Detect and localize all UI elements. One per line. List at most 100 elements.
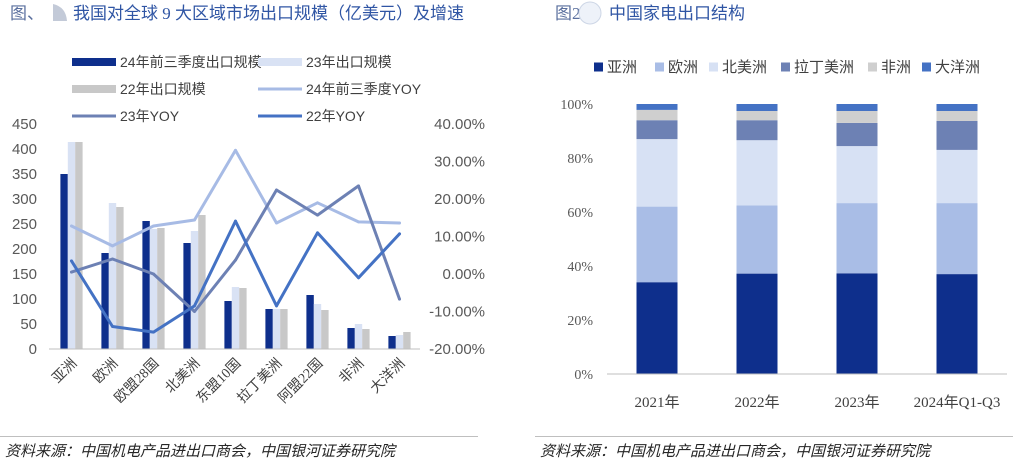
- bar-series-0-cat-0: [60, 174, 68, 349]
- stack-segment-series-1-cat-1: [736, 205, 778, 274]
- yoy-point-series-3-cat-4: [234, 148, 237, 152]
- x-category-label: 亚洲: [50, 356, 80, 386]
- legend-label: 23年出口规模: [306, 54, 392, 70]
- yoy-point-series-5-cat-0: [70, 259, 73, 263]
- stack-segment-series-1-cat-3: [936, 203, 978, 275]
- x-category-label: 北美洲: [162, 356, 203, 397]
- bar-series-1-cat-2: [149, 229, 158, 349]
- bar-series-2-cat-0: [75, 142, 83, 349]
- bar-series-1-cat-7: [354, 324, 363, 349]
- x-category-label: 2022年: [734, 394, 779, 411]
- y-tick-label: 100%: [560, 98, 593, 113]
- y-tick-label: 80%: [567, 152, 593, 167]
- stack-segment-series-2-cat-1: [736, 140, 778, 206]
- yoy-point-series-4-cat-3: [193, 310, 196, 313]
- legend-label: 北美洲: [722, 59, 767, 76]
- stack-segment-series-3-cat-2: [836, 122, 878, 147]
- legend-label: 亚洲: [607, 60, 637, 76]
- yoy-point-series-5-cat-2: [152, 330, 155, 334]
- legend-swatch-series-5: [922, 62, 931, 72]
- title-decoration-icon: [50, 1, 70, 30]
- legend-label: 24年前三季度YOY: [306, 81, 422, 97]
- stack-segment-series-4-cat-1: [736, 111, 778, 121]
- bar-series-0-cat-1: [101, 253, 109, 349]
- bar-series-2-cat-6: [321, 310, 329, 349]
- yoy-point-series-4-cat-8: [398, 297, 401, 301]
- stack-segment-series-0-cat-3: [936, 274, 978, 374]
- bar-series-2-cat-8: [403, 332, 411, 349]
- stack-segment-series-0-cat-2: [836, 273, 878, 374]
- y-tick-label: 40%: [567, 260, 593, 275]
- yoy-point-series-5-cat-4: [234, 219, 237, 223]
- left-y-tick-label: 450: [12, 116, 37, 133]
- bar-series-0-cat-4: [224, 301, 232, 349]
- legend-label: 欧洲: [668, 59, 698, 76]
- yoy-point-series-5-cat-5: [275, 304, 278, 308]
- source-divider: [0, 436, 478, 437]
- stack-segment-series-1-cat-2: [836, 203, 878, 274]
- right-y-tick-label: 20.00%: [434, 191, 485, 208]
- title-decoration-icon: [576, 1, 604, 30]
- x-category-label: 2021年: [634, 394, 679, 411]
- figure-number-label: 图、: [10, 4, 44, 23]
- bar-series-1-cat-3: [190, 231, 199, 349]
- left-y-tick-label: 100: [12, 291, 37, 308]
- legend-label: 24年前三季度出口规模: [120, 54, 262, 70]
- stack-segment-series-5-cat-0: [636, 104, 678, 110]
- yoy-point-series-3-cat-5: [275, 221, 278, 225]
- x-category-label: 非洲: [336, 356, 367, 387]
- x-category-label: 欧洲: [90, 356, 121, 387]
- legend-swatch-series-0: [594, 62, 603, 72]
- yoy-point-series-5-cat-3: [193, 304, 196, 308]
- y-tick-label: 20%: [567, 314, 593, 329]
- bar-series-2-cat-1: [116, 207, 124, 349]
- stack-segment-series-3-cat-0: [636, 120, 678, 140]
- bar-series-1-cat-4: [231, 287, 240, 349]
- yoy-point-series-4-cat-5: [275, 188, 278, 192]
- bar-series-1-cat-1: [108, 203, 117, 349]
- export-scale-combo-chart: 0 50 100 150 200 250 300 350 400 450 -20.00% -10.00…: [12, 54, 485, 406]
- source-note: 资料来源：中国机电产品进出口商会，中国银河证券研究院: [5, 444, 396, 460]
- legend-label: 拉丁美洲: [794, 59, 854, 76]
- stack-segment-series-0-cat-0: [636, 282, 678, 374]
- right-y-tick-label: 10.00%: [434, 229, 485, 246]
- bar-series-2-cat-5: [280, 309, 288, 349]
- bar-series-1-cat-0: [67, 142, 76, 349]
- left-y-tick-label: 300: [12, 191, 37, 208]
- bar-series-0-cat-6: [306, 295, 314, 349]
- stack-segment-series-3-cat-1: [736, 120, 778, 141]
- stack-segment-series-5-cat-1: [736, 104, 778, 111]
- bar-series-0-cat-7: [347, 328, 355, 349]
- source-note: 资料来源：中国机电产品进出口商会，中国银河证券研究院: [540, 444, 931, 460]
- yoy-point-series-5-cat-6: [316, 231, 319, 235]
- yoy-point-series-3-cat-8: [398, 221, 401, 225]
- yoy-point-series-4-cat-0: [70, 270, 73, 274]
- yoy-point-series-5-cat-7: [357, 276, 360, 280]
- bar-series-1-cat-5: [272, 309, 281, 349]
- bar-series-0-cat-3: [183, 243, 191, 349]
- stack-segment-series-0-cat-1: [736, 273, 778, 374]
- stack-segment-series-4-cat-0: [636, 109, 678, 121]
- legend-swatch-series-1: [655, 62, 664, 72]
- left-y-tick-label: 400: [12, 141, 37, 158]
- yoy-point-series-4-cat-4: [234, 258, 237, 262]
- stack-segment-series-4-cat-2: [836, 111, 878, 123]
- yoy-point-series-4-cat-7: [357, 184, 360, 188]
- left-y-tick-label: 250: [12, 216, 37, 233]
- legend-swatch-series-2: [72, 85, 116, 93]
- legend-label: 22年出口规模: [120, 81, 206, 97]
- figure-number-label: 图2: [555, 4, 581, 23]
- yoy-point-series-5-cat-1: [111, 325, 114, 328]
- x-category-label: 2024年Q1-Q3: [914, 394, 1001, 411]
- yoy-point-series-3-cat-1: [111, 244, 114, 248]
- legend-swatch-series-0: [72, 58, 116, 66]
- stack-segment-series-2-cat-0: [636, 139, 678, 207]
- yoy-point-series-3-cat-0: [70, 224, 73, 228]
- legend-label: 23年YOY: [120, 108, 180, 124]
- chart-title: 中国家电出口结构: [609, 4, 745, 23]
- bar-series-2-cat-4: [239, 288, 247, 349]
- right-y-tick-label: -20.00%: [429, 341, 485, 358]
- yoy-point-series-5-cat-8: [398, 232, 401, 236]
- yoy-point-series-4-cat-6: [316, 213, 319, 217]
- legend-label: 非洲: [881, 59, 911, 76]
